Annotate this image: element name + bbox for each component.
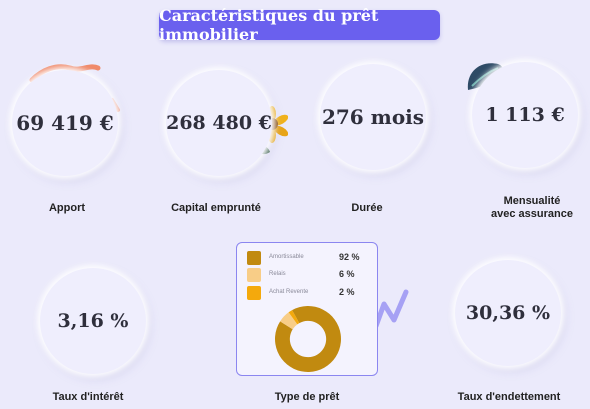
legend-swatch (247, 268, 261, 282)
capital-value: 268 480 € (166, 112, 272, 134)
legend-label: Relais (269, 271, 286, 277)
loan-type-chart-card: Amortissable 92 % Relais 6 % Achat Reven… (236, 242, 378, 376)
duree-value-circle: 276 mois (320, 64, 426, 170)
legend-value: 6 % (339, 269, 355, 279)
apport-value: 69 419 € (16, 111, 114, 135)
mensualite-label: Mensualité avec assurance (452, 195, 590, 221)
purple-brush-stroke-decoration (373, 289, 409, 329)
taux-interet-value: 3,16 % (57, 310, 129, 332)
donut-slice-amortissable (275, 306, 341, 372)
donut-slice-relais (280, 312, 298, 330)
taux-interet-value-circle: 3,16 % (40, 268, 146, 374)
taux-interet-label: Taux d'intérêt (52, 391, 124, 403)
apport-value-circle: 69 419 € (12, 70, 118, 176)
duree-label: Durée (351, 202, 383, 214)
legend-row: Amortissable 92 % (247, 251, 372, 265)
legend-label: Achat Revente (269, 289, 309, 295)
taux-endettement-value: 30,36 % (465, 302, 551, 324)
mensualite-label-line2: avec assurance (491, 208, 573, 220)
legend-value: 92 % (339, 252, 360, 262)
legend-swatch (247, 251, 261, 265)
legend-row: Relais 6 % (247, 268, 372, 282)
type-pret-label: Type de prêt (274, 391, 340, 403)
mensualite-value: 1 113 € (485, 104, 565, 126)
mensualite-label-line1: Mensualité (503, 195, 561, 207)
legend-value: 2 % (339, 287, 355, 297)
apport-label: Apport (48, 202, 86, 214)
capital-label: Capital emprunté (171, 202, 261, 214)
legend-label: Amortissable (269, 254, 304, 260)
mensualite-value-circle: 1 113 € (472, 62, 578, 168)
capital-value-circle: 268 480 € (166, 70, 272, 176)
legend-swatch (247, 286, 261, 300)
page-title: Caractéristiques du prêt immobilier (159, 6, 440, 44)
legend-row: Achat Revente 2 % (247, 286, 372, 300)
taux-endettement-label: Taux d'endettement (457, 391, 561, 403)
duree-value: 276 mois (321, 105, 425, 129)
donut-slice-achat-revente (288, 310, 300, 325)
taux-endettement-value-circle: 30,36 % (455, 260, 561, 366)
